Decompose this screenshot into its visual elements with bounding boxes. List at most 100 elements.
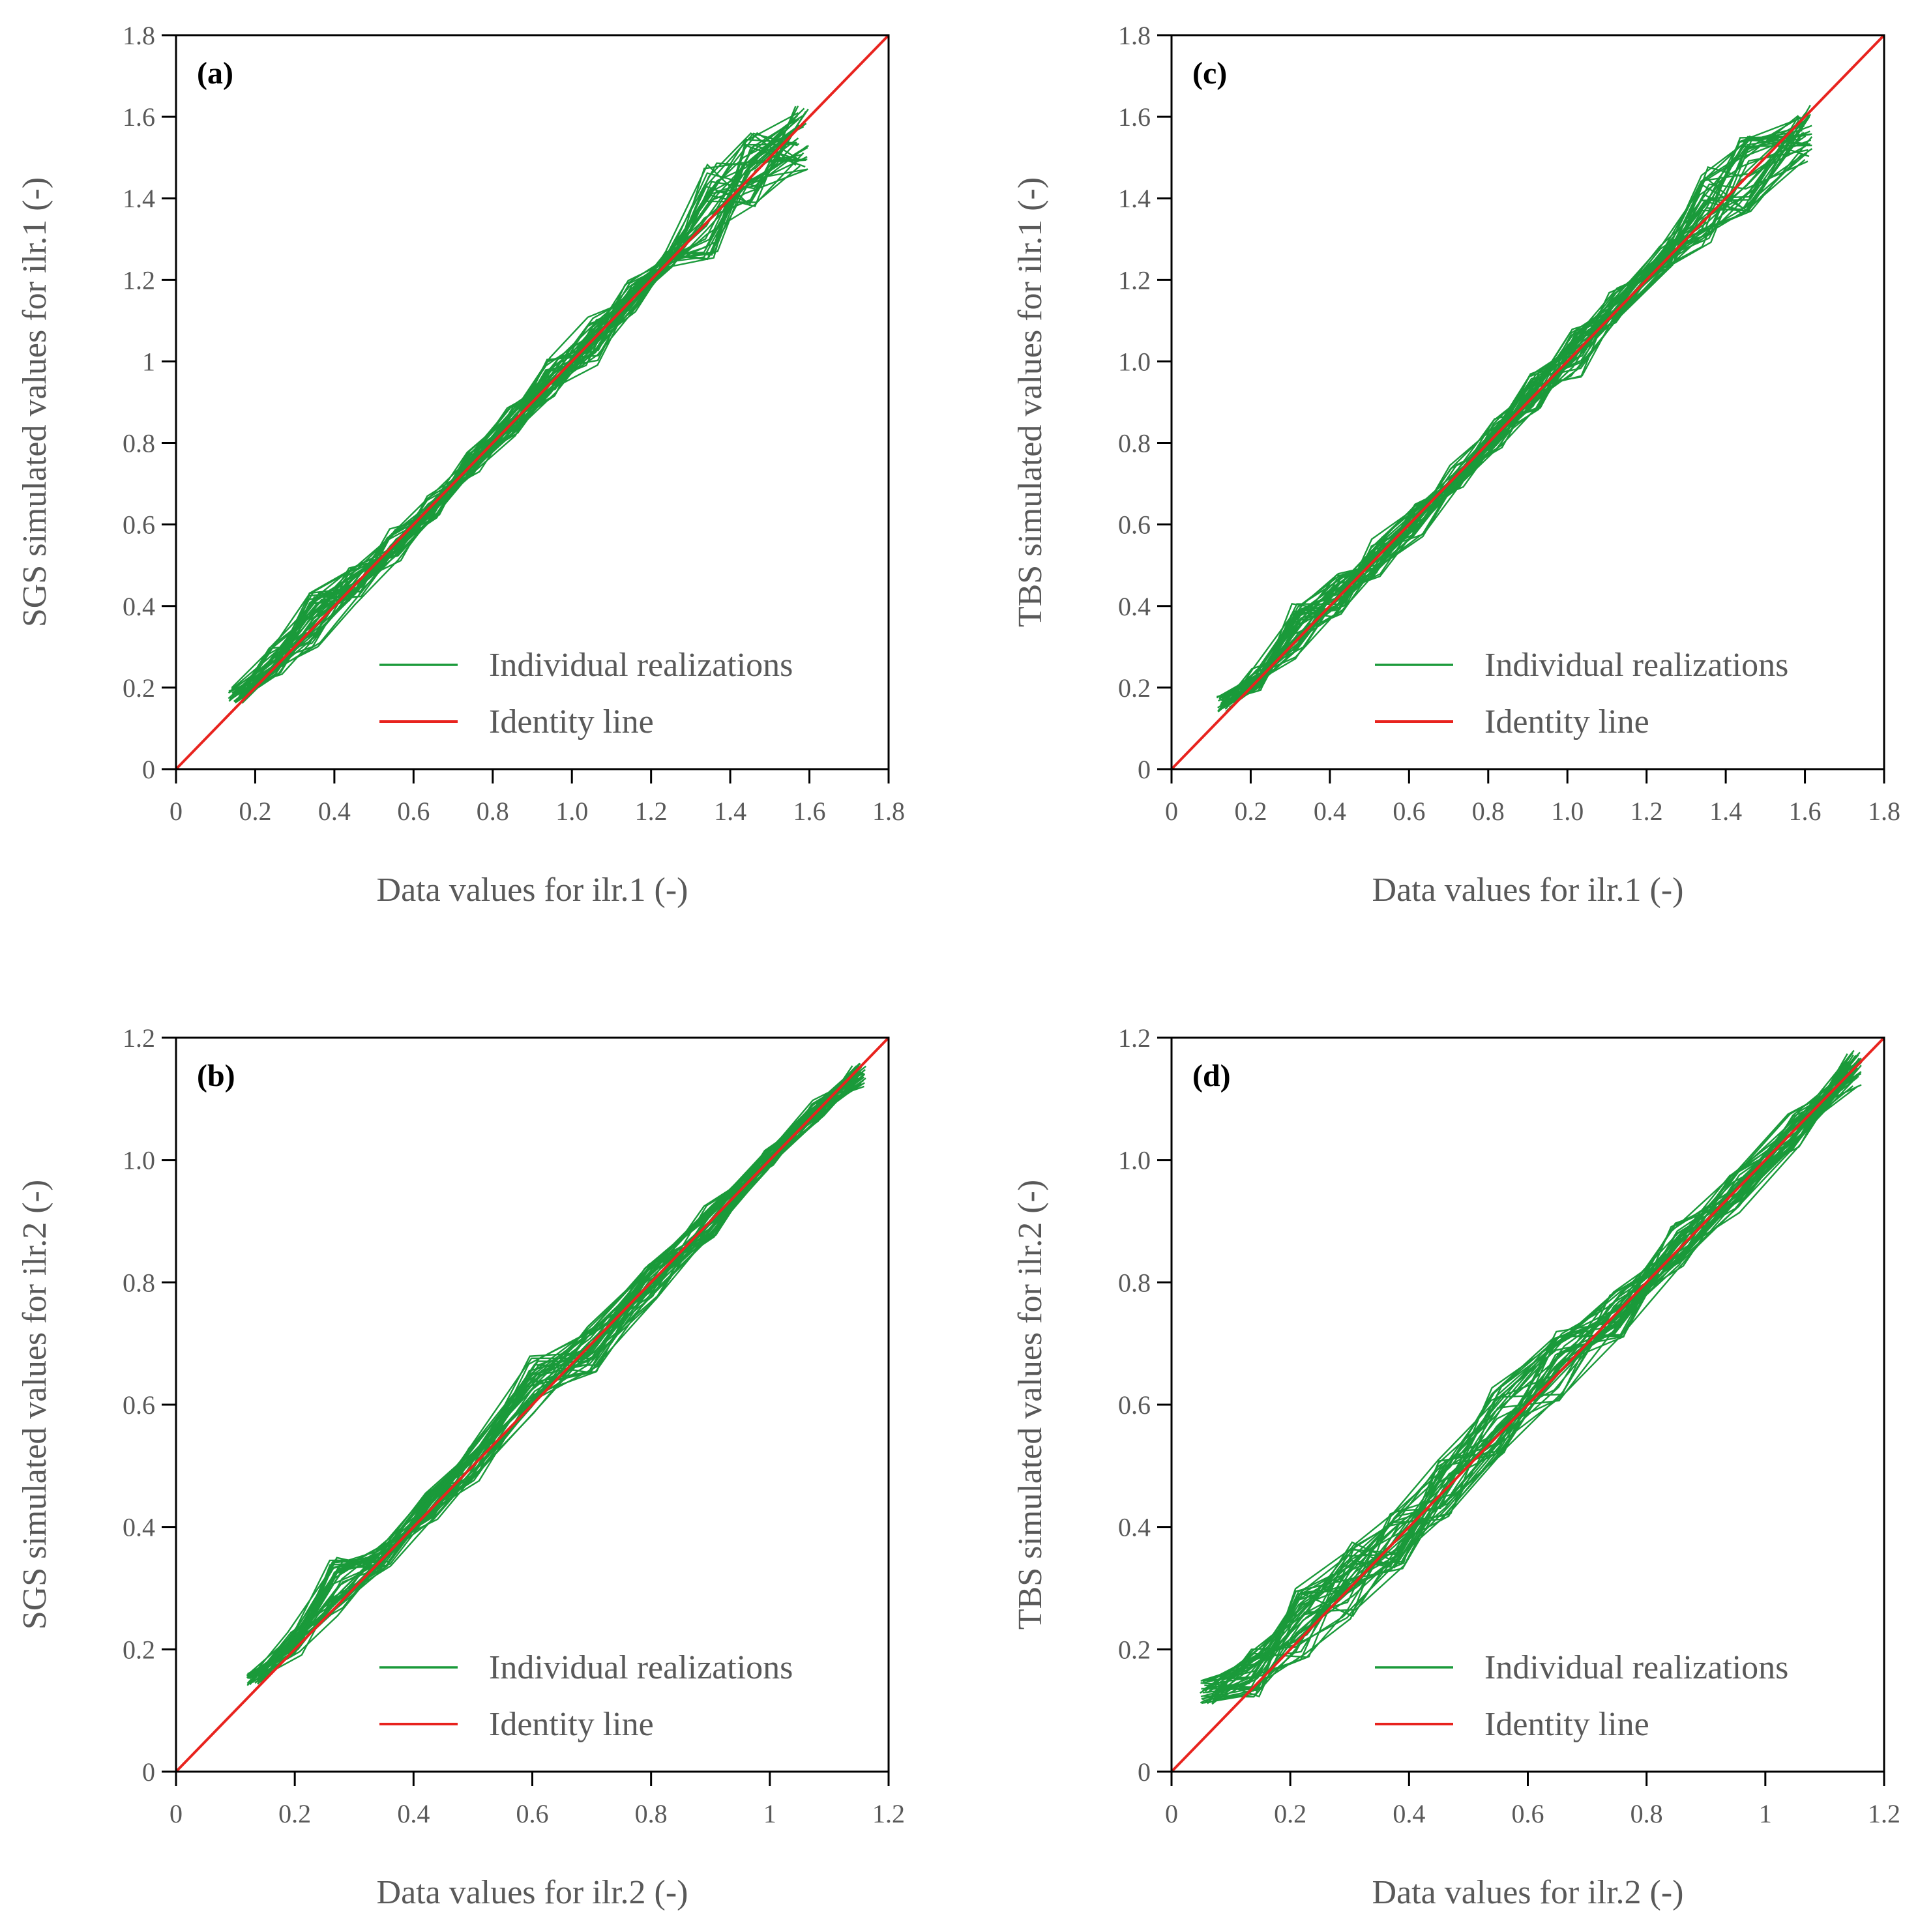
- realization-line: [235, 117, 795, 701]
- x-tick-label: 0.8: [635, 1799, 668, 1828]
- x-tick-label: 1.2: [1868, 1799, 1900, 1828]
- x-axis-title: Data values for ilr.2 (-): [377, 1874, 688, 1911]
- y-tick-label: 1.0: [123, 1146, 155, 1175]
- realization-line: [228, 126, 797, 692]
- x-tick-label: 1: [763, 1799, 776, 1828]
- x-tick-label: 1: [1759, 1799, 1772, 1828]
- y-axis-title: TBS simulated values for ilr.2 (-): [1012, 1180, 1049, 1630]
- realization-lines: [228, 105, 809, 704]
- legend-identity-label: Identity line: [1484, 1706, 1649, 1743]
- realization-line: [1230, 138, 1801, 700]
- x-tick-label: 0.6: [397, 797, 430, 826]
- x-tick-label: 0.2: [278, 1799, 311, 1828]
- realization-line: [1203, 1062, 1851, 1690]
- realization-line: [1218, 113, 1812, 697]
- y-tick-label: 0.8: [1118, 429, 1151, 458]
- y-tick-label: 1.4: [1118, 184, 1151, 213]
- x-tick-label: 0: [1165, 797, 1178, 826]
- identity-line: [175, 1036, 890, 1773]
- realization-line: [250, 1073, 866, 1675]
- panel-label: (b): [197, 1059, 235, 1093]
- y-tick-label: 0.6: [1118, 510, 1151, 540]
- realization-line: [1201, 1076, 1857, 1700]
- identity-line: [1170, 34, 1885, 770]
- legend-realization-label: Individual realizations: [489, 647, 793, 684]
- y-tick-label: 0.2: [123, 673, 155, 703]
- y-tick-label: 1.6: [1118, 102, 1151, 132]
- realization-line: [1207, 1077, 1852, 1683]
- y-tick-label: 1.0: [1118, 347, 1151, 376]
- y-tick-label: 1.2: [1118, 1023, 1151, 1053]
- x-tick-label: 1.8: [1868, 797, 1900, 826]
- x-tick-label: 0: [170, 1799, 183, 1828]
- realization-line: [1204, 1064, 1862, 1692]
- x-tick-label: 1.2: [1630, 797, 1663, 826]
- y-tick-label: 0.8: [123, 429, 155, 458]
- x-tick-label: 0: [170, 797, 183, 826]
- identity-line: [175, 34, 890, 770]
- y-tick-label: 0.2: [1118, 673, 1151, 703]
- realization-line: [1211, 1085, 1859, 1705]
- panel-b-sgs-ilr2: 0 0.2 0.4 0.6 0.8 1 1.2 0 0.2 0.4 0.6 0.8 1.0 1.2 Data…: [16, 1023, 905, 1911]
- realization-lines: [1200, 1049, 1863, 1705]
- x-tick-label: 0.8: [1630, 1799, 1663, 1828]
- y-tick-label: 1.0: [1118, 1146, 1151, 1175]
- x-tick-label: 0.2: [1274, 1799, 1306, 1828]
- y-tick-label: 0.2: [1118, 1635, 1151, 1664]
- realization-line: [241, 108, 809, 702]
- y-tick-label: 0.6: [123, 510, 155, 540]
- legend-realization-label: Individual realizations: [1484, 647, 1788, 684]
- x-tick-label: 0.4: [397, 1799, 430, 1828]
- y-tick-label: 0.4: [1118, 592, 1151, 621]
- y-tick-label: 1.2: [123, 1023, 155, 1053]
- realization-line: [251, 1069, 866, 1676]
- realization-line: [1224, 148, 1813, 704]
- panel-a-sgs-ilr1: 0 0.2 0.4 0.6 0.8 1.0 1.2 1.4 1.6 1.8 0 0.2 0.4 0.6 0.…: [16, 21, 905, 909]
- legend-realization-label: Individual realizations: [489, 1649, 793, 1686]
- realization-line: [1218, 130, 1810, 700]
- y-tick-label: 1.4: [123, 184, 155, 213]
- y-tick-label: 0: [142, 755, 155, 784]
- x-tick-label: 0.6: [1512, 1799, 1544, 1828]
- x-tick-label: 0.2: [1234, 797, 1267, 826]
- x-tick-label: 0.6: [516, 1799, 549, 1828]
- y-tick-label: 0.2: [123, 1635, 155, 1664]
- realization-line: [1202, 1077, 1853, 1682]
- x-tick-label: 0: [1165, 1799, 1178, 1828]
- realization-line: [1218, 136, 1813, 698]
- realization-lines: [1216, 104, 1813, 712]
- x-axis-title: Data values for ilr.1 (-): [1372, 871, 1684, 909]
- y-tick-label: 0.4: [123, 592, 155, 621]
- plot-frame: [1170, 34, 1885, 770]
- x-tick-label: 1.8: [872, 797, 905, 826]
- x-tick-label: 1.2: [635, 797, 668, 826]
- realization-line: [255, 1077, 859, 1676]
- legend-identity-label: Identity line: [1484, 703, 1649, 740]
- panel-d-tbs-ilr2: 0 0.2 0.4 0.6 0.8 1 1.2 0 0.2 0.4 0.6 0.8 1.0 1.2 Data…: [1012, 1023, 1900, 1911]
- x-tick-label: 0.8: [1472, 797, 1505, 826]
- y-tick-label: 0.6: [1118, 1390, 1151, 1420]
- y-tick-label: 0.8: [1118, 1268, 1151, 1297]
- panel-label: (c): [1192, 56, 1227, 91]
- realization-line: [257, 1082, 865, 1684]
- legend-identity-label: Identity line: [489, 703, 654, 740]
- y-axis-title: SGS simulated values for ilr.1 (-): [16, 177, 53, 627]
- realization-line: [1209, 1068, 1856, 1690]
- y-tick-label: 1.2: [123, 265, 155, 295]
- x-tick-label: 1.0: [555, 797, 588, 826]
- x-tick-label: 0.6: [1393, 797, 1425, 826]
- legend-realization-label: Individual realizations: [1484, 1649, 1788, 1686]
- realization-line: [241, 124, 800, 694]
- y-tick-label: 0: [1138, 1757, 1151, 1787]
- panel-c-tbs-ilr1: 0 0.2 0.4 0.6 0.8 1.0 1.2 1.4 1.6 1.8 0 0.2 0.4 0.6 0.…: [1012, 21, 1900, 909]
- x-axis-title: Data values for ilr.2 (-): [1372, 1874, 1684, 1911]
- realization-line: [241, 117, 799, 703]
- realization-line: [1222, 136, 1800, 699]
- y-tick-label: 1.8: [123, 21, 155, 50]
- panel-label: (d): [1192, 1059, 1231, 1093]
- x-tick-label: 1.2: [872, 1799, 905, 1828]
- x-tick-label: 0.2: [239, 797, 271, 826]
- y-tick-label: 1.2: [1118, 265, 1151, 295]
- x-tick-label: 0.4: [318, 797, 351, 826]
